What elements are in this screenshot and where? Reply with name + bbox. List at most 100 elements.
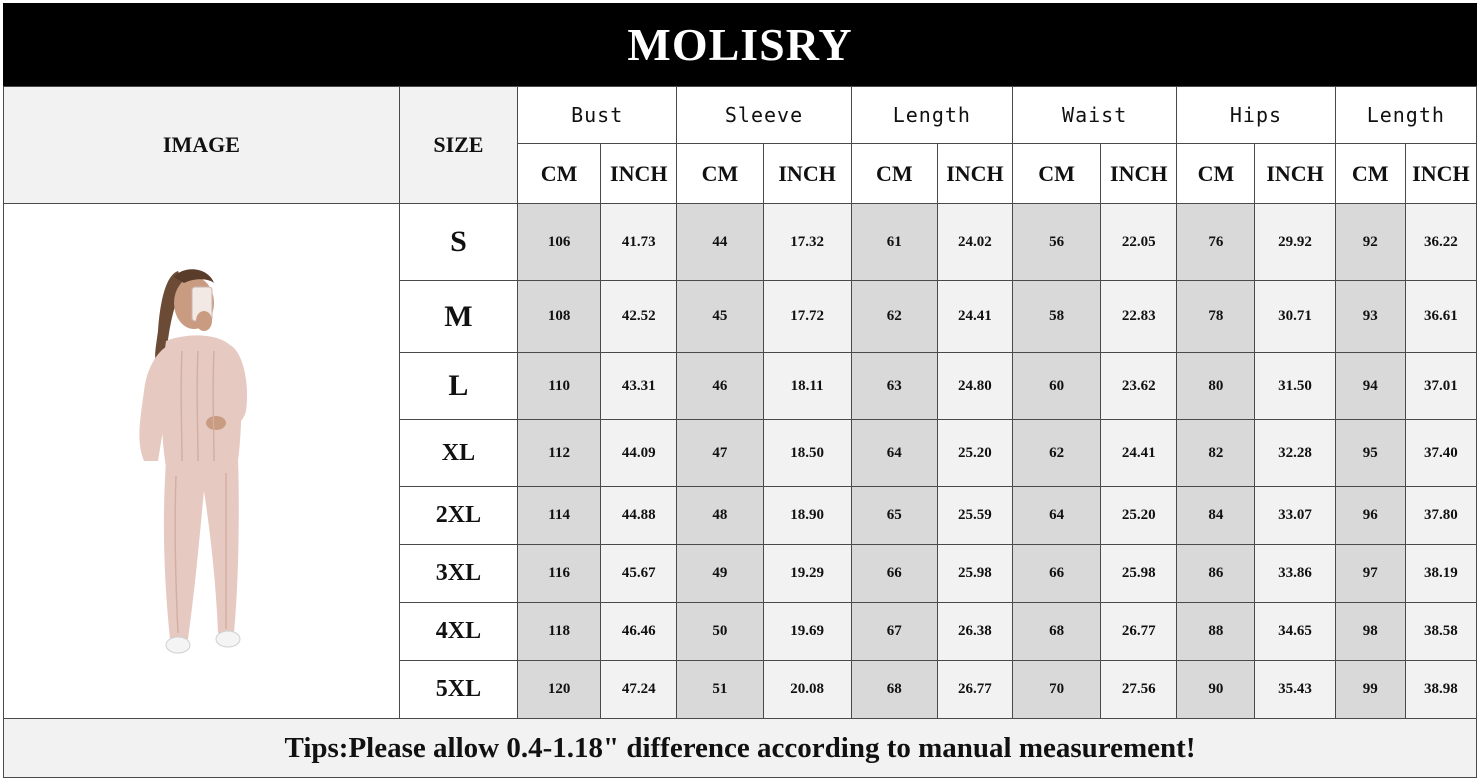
table-row: L 110 43.31 46 18.11 63 24.80 60 23.62 80 31.50 94 3… bbox=[4, 352, 1478, 420]
size-label: L bbox=[398, 352, 519, 420]
size-label: 3XL bbox=[398, 544, 519, 603]
table-row: XL 112 44.09 47 18.50 64 25.20 62 24.41 82 32.28 95… bbox=[4, 419, 1478, 487]
value-inch: 32.28 bbox=[1254, 419, 1336, 487]
value-inch: 43.31 bbox=[600, 352, 678, 420]
value-inch: 25.20 bbox=[936, 419, 1014, 487]
value-cm: 60 bbox=[1011, 352, 1102, 420]
value-cm: 118 bbox=[517, 602, 602, 661]
value-inch: 24.41 bbox=[936, 280, 1014, 353]
value-inch: 36.61 bbox=[1404, 280, 1478, 353]
value-cm: 45 bbox=[676, 280, 764, 353]
unit-inch: INCH bbox=[600, 143, 678, 204]
value-inch: 45.67 bbox=[600, 544, 678, 603]
value-cm: 116 bbox=[517, 544, 602, 603]
value-inch: 44.09 bbox=[600, 419, 678, 487]
value-cm: 47 bbox=[676, 419, 764, 487]
table-row: 4XL 118 46.46 50 19.69 67 26.38 68 26.77 88 34.65 9… bbox=[4, 602, 1478, 661]
value-inch: 24.80 bbox=[936, 352, 1014, 420]
value-inch: 36.22 bbox=[1404, 203, 1478, 281]
value-inch: 23.62 bbox=[1100, 352, 1178, 420]
value-inch: 38.98 bbox=[1404, 660, 1478, 719]
value-inch: 26.38 bbox=[936, 602, 1014, 661]
header-length-top: Length bbox=[850, 86, 1014, 144]
unit-cm: CM bbox=[850, 143, 938, 204]
value-inch: 38.19 bbox=[1404, 544, 1478, 603]
value-inch: 25.59 bbox=[936, 486, 1014, 545]
value-cm: 63 bbox=[850, 352, 938, 420]
value-cm: 98 bbox=[1334, 602, 1406, 661]
value-cm: 80 bbox=[1176, 352, 1256, 420]
table-row: M 108 42.52 45 17.72 62 24.41 58 22.83 78 30.71 93 3… bbox=[4, 280, 1478, 353]
brand-title: MOLISRY bbox=[627, 19, 853, 70]
value-inch: 22.05 bbox=[1100, 203, 1178, 281]
value-inch: 37.01 bbox=[1404, 352, 1478, 420]
value-inch: 47.24 bbox=[600, 660, 678, 719]
value-cm: 90 bbox=[1176, 660, 1256, 719]
size-label: XL bbox=[398, 419, 519, 487]
value-inch: 26.77 bbox=[936, 660, 1014, 719]
value-cm: 76 bbox=[1176, 203, 1256, 281]
value-inch: 44.88 bbox=[600, 486, 678, 545]
value-inch: 19.69 bbox=[762, 602, 852, 661]
header-sleeve: Sleeve bbox=[676, 86, 852, 144]
size-label: S bbox=[398, 203, 519, 281]
value-cm: 97 bbox=[1334, 544, 1406, 603]
size-label: 2XL bbox=[398, 486, 519, 545]
value-cm: 92 bbox=[1334, 203, 1406, 281]
header-waist: Waist bbox=[1011, 86, 1178, 144]
value-inch: 25.98 bbox=[1100, 544, 1178, 603]
value-cm: 88 bbox=[1176, 602, 1256, 661]
value-inch: 34.65 bbox=[1254, 602, 1336, 661]
value-cm: 110 bbox=[517, 352, 602, 420]
value-cm: 61 bbox=[850, 203, 938, 281]
table-row: S 106 41.73 44 17.32 61 24.02 56 22.05 76 29.92 92 3… bbox=[3, 203, 1478, 719]
value-inch: 38.58 bbox=[1404, 602, 1478, 661]
unit-inch: INCH bbox=[762, 143, 852, 204]
header-length-pants: Length bbox=[1334, 86, 1478, 144]
value-cm: 95 bbox=[1334, 419, 1406, 487]
size-chart-table: IMAGE SIZE Bust Sleeve Length Waist Hips… bbox=[3, 86, 1478, 778]
value-inch: 18.90 bbox=[762, 486, 852, 545]
value-cm: 93 bbox=[1334, 280, 1406, 353]
value-cm: 108 bbox=[517, 280, 602, 353]
value-inch: 42.52 bbox=[600, 280, 678, 353]
header-row-groups: IMAGE SIZE Bust Sleeve Length Waist Hips… bbox=[3, 86, 1478, 204]
value-cm: 46 bbox=[676, 352, 764, 420]
value-cm: 82 bbox=[1176, 419, 1256, 487]
value-cm: 70 bbox=[1011, 660, 1102, 719]
value-inch: 20.08 bbox=[762, 660, 852, 719]
header-size: SIZE bbox=[398, 86, 519, 204]
value-cm: 99 bbox=[1334, 660, 1406, 719]
unit-inch: INCH bbox=[1100, 143, 1178, 204]
model-photo bbox=[139, 269, 248, 654]
size-label: 5XL bbox=[398, 660, 519, 719]
unit-inch: INCH bbox=[936, 143, 1014, 204]
measurement-tip: Tips:Please allow 0.4-1.18" difference a… bbox=[3, 718, 1477, 778]
value-inch: 26.77 bbox=[1100, 602, 1178, 661]
value-inch: 17.32 bbox=[762, 203, 852, 281]
value-inch: 31.50 bbox=[1254, 352, 1336, 420]
value-inch: 37.40 bbox=[1404, 419, 1478, 487]
value-inch: 25.20 bbox=[1100, 486, 1178, 545]
header-hips: Hips bbox=[1176, 86, 1336, 144]
value-cm: 56 bbox=[1011, 203, 1102, 281]
tips-row: Tips:Please allow 0.4-1.18" difference a… bbox=[3, 718, 1477, 778]
value-cm: 106 bbox=[517, 203, 602, 281]
value-cm: 114 bbox=[517, 486, 602, 545]
value-inch: 24.41 bbox=[1100, 419, 1178, 487]
product-image-cell bbox=[3, 203, 400, 719]
value-inch: 41.73 bbox=[600, 203, 678, 281]
value-cm: 67 bbox=[850, 602, 938, 661]
header-bust: Bust bbox=[517, 86, 678, 144]
unit-inch: INCH bbox=[1254, 143, 1336, 204]
brand-header: MOLISRY bbox=[3, 3, 1477, 86]
value-inch: 35.43 bbox=[1254, 660, 1336, 719]
value-cm: 44 bbox=[676, 203, 764, 281]
value-inch: 18.50 bbox=[762, 419, 852, 487]
value-cm: 112 bbox=[517, 419, 602, 487]
header-row-units: CM INCH CM INCH CM INCH CM INCH CM INCH … bbox=[4, 143, 1478, 204]
value-inch: 19.29 bbox=[762, 544, 852, 603]
value-inch: 24.02 bbox=[936, 203, 1014, 281]
value-inch: 46.46 bbox=[600, 602, 678, 661]
unit-cm: CM bbox=[1011, 143, 1102, 204]
